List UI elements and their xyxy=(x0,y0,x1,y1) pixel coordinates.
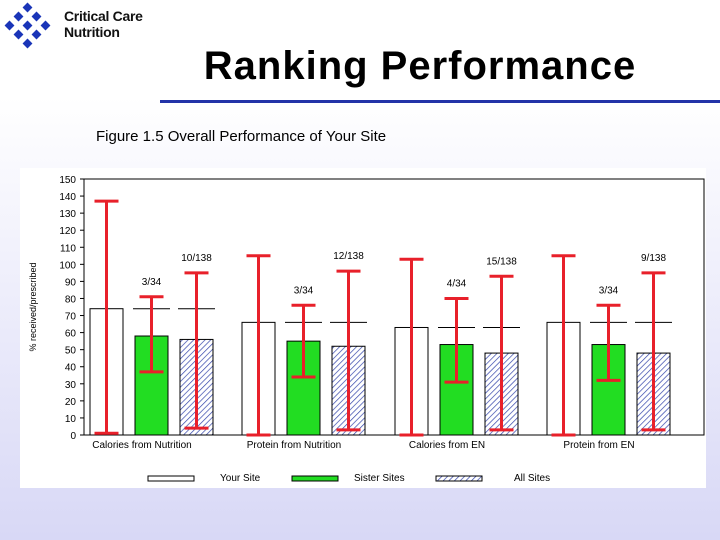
chart-panel: 0 10 20 30 40 50 60 70 80 90 100 110 120 130 140 150 % r… xyxy=(20,168,706,488)
y-tick-label: 20 xyxy=(65,397,77,408)
page-title: Ranking Performance xyxy=(203,44,637,88)
y-tick-label: 70 xyxy=(65,312,77,323)
all-sites-rank-label: 12/138 xyxy=(333,251,364,262)
legend-swatch-your-site xyxy=(147,475,195,482)
y-tick-label: 100 xyxy=(59,260,76,271)
category-label: Calories from EN xyxy=(409,440,485,451)
legend-label-sister-sites: Sister Sites xyxy=(354,473,405,484)
y-tick-label: 0 xyxy=(70,431,76,442)
plot-frame xyxy=(83,178,705,436)
y-tick-label: 150 xyxy=(59,175,76,186)
logo-line-2: Nutrition xyxy=(64,24,120,40)
category-label: Protein from EN xyxy=(563,440,634,451)
sister-rank-label: 4/34 xyxy=(447,278,467,289)
logo-mark-icon xyxy=(4,2,51,49)
y-tick-label: 90 xyxy=(65,277,77,288)
all-sites-rank-label: 10/138 xyxy=(181,253,212,264)
logo-line-1: Critical Care xyxy=(64,8,143,24)
y-tick-label: 60 xyxy=(65,329,77,340)
y-tick-label: 10 xyxy=(65,414,77,425)
legend-label-your-site: Your Site xyxy=(220,473,261,484)
y-tick-label: 50 xyxy=(65,346,77,357)
y-tick-label: 140 xyxy=(59,192,76,203)
y-tick-label: 40 xyxy=(65,363,77,374)
sister-rank-label: 3/34 xyxy=(142,277,162,288)
critical-care-nutrition-logo xyxy=(4,2,51,49)
performance-chart: 0 10 20 30 40 50 60 70 80 90 100 110 120 130 140 150 % r… xyxy=(28,175,705,484)
sister-rank-label: 3/34 xyxy=(599,285,619,296)
sister-rank-label: 3/34 xyxy=(294,285,314,296)
figure-caption: Figure 1.5 Overall Performance of Your S… xyxy=(96,128,387,145)
title-rule xyxy=(160,100,720,103)
category-label: Calories from Nutrition xyxy=(92,440,191,451)
legend-label-all-sites: All Sites xyxy=(514,473,550,484)
legend-swatch-sister-sites xyxy=(291,475,339,482)
legend-swatch-all-sites xyxy=(435,475,483,482)
y-tick-label: 80 xyxy=(65,294,77,305)
all-sites-rank-label: 15/138 xyxy=(486,256,517,267)
all-sites-rank-label: 9/138 xyxy=(641,253,666,264)
logo-text: Critical Care Nutrition xyxy=(64,8,143,40)
y-tick-label: 130 xyxy=(59,209,76,220)
category-label: Protein from Nutrition xyxy=(247,440,341,451)
y-tick-label: 30 xyxy=(65,380,77,391)
y-tick-label: 120 xyxy=(59,226,76,237)
y-axis-label: % received/prescribed xyxy=(28,262,38,351)
y-tick-label: 110 xyxy=(60,243,76,254)
